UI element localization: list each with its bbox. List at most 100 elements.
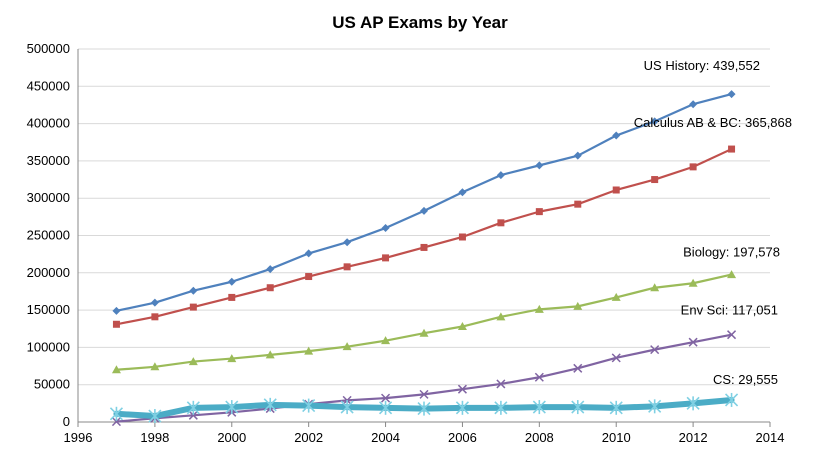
data-point <box>724 392 739 407</box>
x-tick-label: 2002 <box>294 430 323 445</box>
data-point <box>112 320 120 328</box>
data-point <box>382 254 390 262</box>
data-point <box>381 224 390 233</box>
x-tick-label: 1998 <box>140 430 169 445</box>
data-point <box>689 163 697 171</box>
data-point <box>420 206 428 215</box>
data-point <box>609 400 623 415</box>
data-point <box>532 400 546 415</box>
series-cs <box>109 392 739 424</box>
series-us-history <box>112 90 736 315</box>
data-point <box>727 90 736 99</box>
data-point <box>688 337 698 347</box>
data-point <box>573 363 583 373</box>
data-point <box>727 330 737 340</box>
data-point <box>496 312 506 321</box>
series-line-calculus <box>115 147 733 326</box>
series-calculus <box>112 145 736 328</box>
data-point <box>496 379 506 389</box>
x-tick-label: 2006 <box>448 430 477 445</box>
data-point <box>304 249 313 258</box>
data-point <box>111 365 121 374</box>
y-tick-label: 400000 <box>27 116 70 131</box>
data-point <box>648 399 662 414</box>
x-tick-label: 2010 <box>602 430 631 445</box>
data-point <box>651 176 659 184</box>
data-point <box>381 393 391 403</box>
y-tick-label: 150000 <box>27 302 70 317</box>
data-point <box>111 417 121 427</box>
y-tick-label: 450000 <box>27 78 70 93</box>
series-annotation-us-history: US History: 439,552 <box>644 58 760 73</box>
series-annotation-biology: Biology: 197,578 <box>683 245 780 260</box>
data-point <box>227 277 236 286</box>
data-point <box>228 293 236 301</box>
data-point <box>343 263 351 271</box>
data-point <box>112 306 121 315</box>
y-tick-label: 300000 <box>27 190 70 205</box>
data-point <box>381 336 391 345</box>
data-point <box>189 286 198 295</box>
chart-title: US AP Exams by Year <box>332 13 508 32</box>
data-point <box>571 400 585 415</box>
data-point <box>151 313 159 321</box>
x-tick-label: 2014 <box>756 430 785 445</box>
data-point <box>727 270 737 279</box>
x-tick-label: 2000 <box>217 430 246 445</box>
data-point <box>458 233 466 241</box>
data-point <box>496 171 505 180</box>
data-point <box>612 131 621 140</box>
data-point <box>266 284 274 292</box>
data-point <box>650 283 660 292</box>
series-line-biology <box>115 273 733 371</box>
data-point <box>227 354 237 363</box>
series-biology <box>111 270 737 374</box>
data-point <box>343 238 352 247</box>
y-tick-label: 200000 <box>27 265 70 280</box>
data-point <box>574 200 582 208</box>
data-point <box>650 345 660 355</box>
series-annotation-calculus: Calculus AB & BC: 365,868 <box>634 115 792 130</box>
x-tick-label: 1996 <box>64 430 93 445</box>
data-point <box>728 145 736 153</box>
annotations: US History: 439,552 Calculus AB & BC: 365… <box>634 58 792 387</box>
y-tick-label: 350000 <box>27 153 70 168</box>
data-point <box>263 397 277 412</box>
data-point <box>612 186 620 194</box>
x-tick-label: 2008 <box>525 430 554 445</box>
data-point <box>265 350 275 359</box>
data-point <box>340 400 354 415</box>
data-point <box>689 100 698 109</box>
data-point <box>109 406 124 421</box>
data-point <box>225 400 239 415</box>
series-env-sci <box>111 330 737 427</box>
y-tick-label: 500000 <box>27 41 70 56</box>
data-point <box>686 396 700 411</box>
data-point <box>186 400 200 415</box>
data-point <box>148 409 162 424</box>
data-point <box>188 410 198 420</box>
data-point <box>497 219 505 227</box>
data-point <box>189 303 197 311</box>
series-annotation-cs: CS: 29,555 <box>713 372 778 387</box>
data-point <box>688 278 698 287</box>
y-tick-label: 250000 <box>27 228 70 243</box>
data-point <box>611 292 621 301</box>
data-point <box>455 400 470 415</box>
series-group <box>109 90 739 427</box>
data-point <box>573 301 583 310</box>
x-tick-label: 2012 <box>679 430 708 445</box>
data-point <box>457 322 467 331</box>
series-annotation-env-sci: Env Sci: 117,051 <box>681 303 778 318</box>
data-point <box>302 398 316 413</box>
data-point <box>535 208 543 216</box>
y-tick-label: 50000 <box>34 377 70 392</box>
data-point <box>150 362 160 371</box>
x-tick-label: 2004 <box>371 430 400 445</box>
data-point <box>304 346 314 355</box>
data-point <box>458 188 467 197</box>
data-point <box>378 400 393 415</box>
data-point <box>419 328 429 337</box>
